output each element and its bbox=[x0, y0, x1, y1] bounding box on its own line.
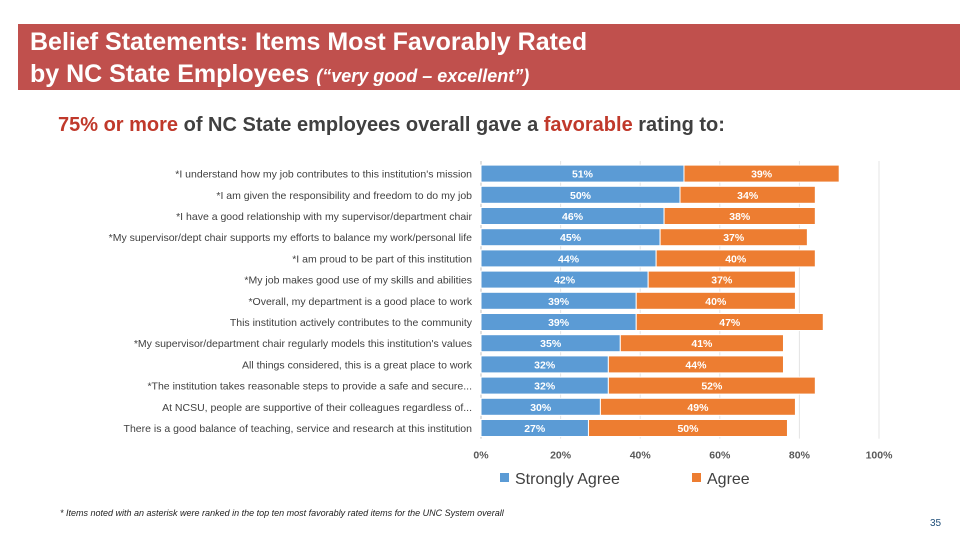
footnote: * Items noted with an asterisk were rank… bbox=[60, 508, 504, 518]
data-label: 30% bbox=[530, 402, 552, 414]
page-number: 35 bbox=[930, 518, 942, 529]
bar-agree bbox=[679, 185, 816, 204]
data-label: 50% bbox=[570, 190, 592, 202]
title-main-text: by NC State Employees bbox=[30, 60, 310, 88]
legend-swatch bbox=[500, 473, 509, 482]
legend-label: Strongly Agree bbox=[515, 471, 620, 488]
data-label: 32% bbox=[534, 381, 556, 393]
data-label: 49% bbox=[687, 402, 709, 414]
category-label: There is a good balance of teaching, ser… bbox=[124, 423, 473, 435]
x-tick-label: 20% bbox=[550, 450, 572, 462]
data-label: 51% bbox=[572, 169, 594, 181]
headline-favorable: favorable bbox=[543, 114, 633, 136]
bar-agree bbox=[683, 164, 840, 183]
bar-agree bbox=[587, 419, 788, 437]
data-label: 39% bbox=[548, 317, 570, 329]
x-tick-label: 60% bbox=[709, 450, 731, 462]
data-label: 39% bbox=[751, 169, 773, 181]
bar-agree bbox=[647, 270, 796, 289]
category-label: *I am given the responsibility and freed… bbox=[216, 190, 472, 202]
category-label: This institution actively contributes to… bbox=[230, 317, 473, 329]
bar-agree bbox=[659, 228, 808, 247]
data-label: 46% bbox=[562, 211, 584, 223]
x-tick-label: 0% bbox=[473, 450, 489, 462]
data-label: 37% bbox=[723, 232, 745, 244]
category-label: *I am proud to be part of this instituti… bbox=[292, 253, 472, 265]
bar-agree bbox=[663, 207, 816, 225]
bar-agree bbox=[635, 291, 796, 310]
data-label: 35% bbox=[540, 338, 562, 350]
data-label: 34% bbox=[737, 190, 759, 202]
headline-text-1: of NC State employees overall gave a bbox=[178, 114, 544, 136]
data-label: 44% bbox=[558, 253, 580, 265]
category-label: *My supervisor/department chair regularl… bbox=[134, 338, 472, 350]
x-tick-label: 100% bbox=[866, 450, 894, 462]
data-label: 40% bbox=[705, 296, 727, 308]
bar-agree bbox=[599, 397, 796, 416]
category-label: At NCSU, people are supportive of their … bbox=[162, 402, 472, 414]
category-label: *Overall, my department is a good place … bbox=[248, 296, 472, 308]
data-label: 50% bbox=[677, 423, 699, 435]
bar-agree bbox=[607, 376, 816, 395]
title-qualifier: (“very good – excellent”) bbox=[316, 66, 530, 86]
page-title-line1: Belief Statements: Items Most Favorably … bbox=[30, 28, 588, 56]
data-label: 52% bbox=[701, 381, 723, 393]
category-label: All things considered, this is a great p… bbox=[242, 359, 473, 371]
category-label: *I have a good relationship with my supe… bbox=[176, 211, 472, 223]
bar-agree bbox=[619, 334, 784, 353]
data-label: 45% bbox=[560, 232, 582, 244]
headline: 75% or more of NC State employees overal… bbox=[58, 114, 725, 137]
x-tick-label: 80% bbox=[789, 450, 811, 462]
x-tick-label: 40% bbox=[630, 450, 652, 462]
legend-swatch bbox=[692, 473, 701, 482]
data-label: 27% bbox=[524, 423, 546, 435]
category-label: *My job makes good use of my skills and … bbox=[244, 275, 472, 287]
data-label: 41% bbox=[691, 338, 713, 350]
bar-agree bbox=[635, 313, 824, 331]
data-label: 47% bbox=[719, 317, 741, 329]
category-label: *My supervisor/dept chair supports my ef… bbox=[109, 232, 473, 244]
bar-agree bbox=[655, 249, 816, 268]
category-label: *I understand how my job contributes to … bbox=[175, 169, 472, 181]
data-label: 40% bbox=[725, 253, 747, 265]
legend-label: Agree bbox=[707, 471, 750, 488]
headline-text-2: rating to: bbox=[632, 114, 725, 136]
data-label: 37% bbox=[711, 275, 733, 287]
title-banner bbox=[18, 24, 960, 90]
data-label: 39% bbox=[548, 296, 570, 308]
data-label: 44% bbox=[685, 359, 707, 371]
data-label: 42% bbox=[554, 275, 576, 287]
data-label: 32% bbox=[534, 359, 556, 371]
headline-threshold: 75% or more bbox=[58, 114, 179, 136]
stacked-bar-chart: *I understand how my job contributes to … bbox=[109, 161, 894, 488]
category-label: *The institution takes reasonable steps … bbox=[147, 381, 472, 393]
data-label: 38% bbox=[729, 211, 751, 223]
bar-agree bbox=[607, 355, 784, 374]
page-title-line2: by NC State Employees (“very good – exce… bbox=[30, 60, 529, 89]
